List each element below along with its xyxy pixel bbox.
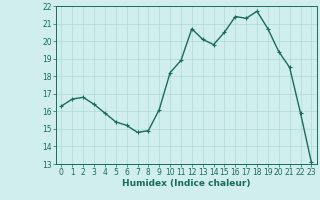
X-axis label: Humidex (Indice chaleur): Humidex (Indice chaleur) bbox=[122, 179, 251, 188]
